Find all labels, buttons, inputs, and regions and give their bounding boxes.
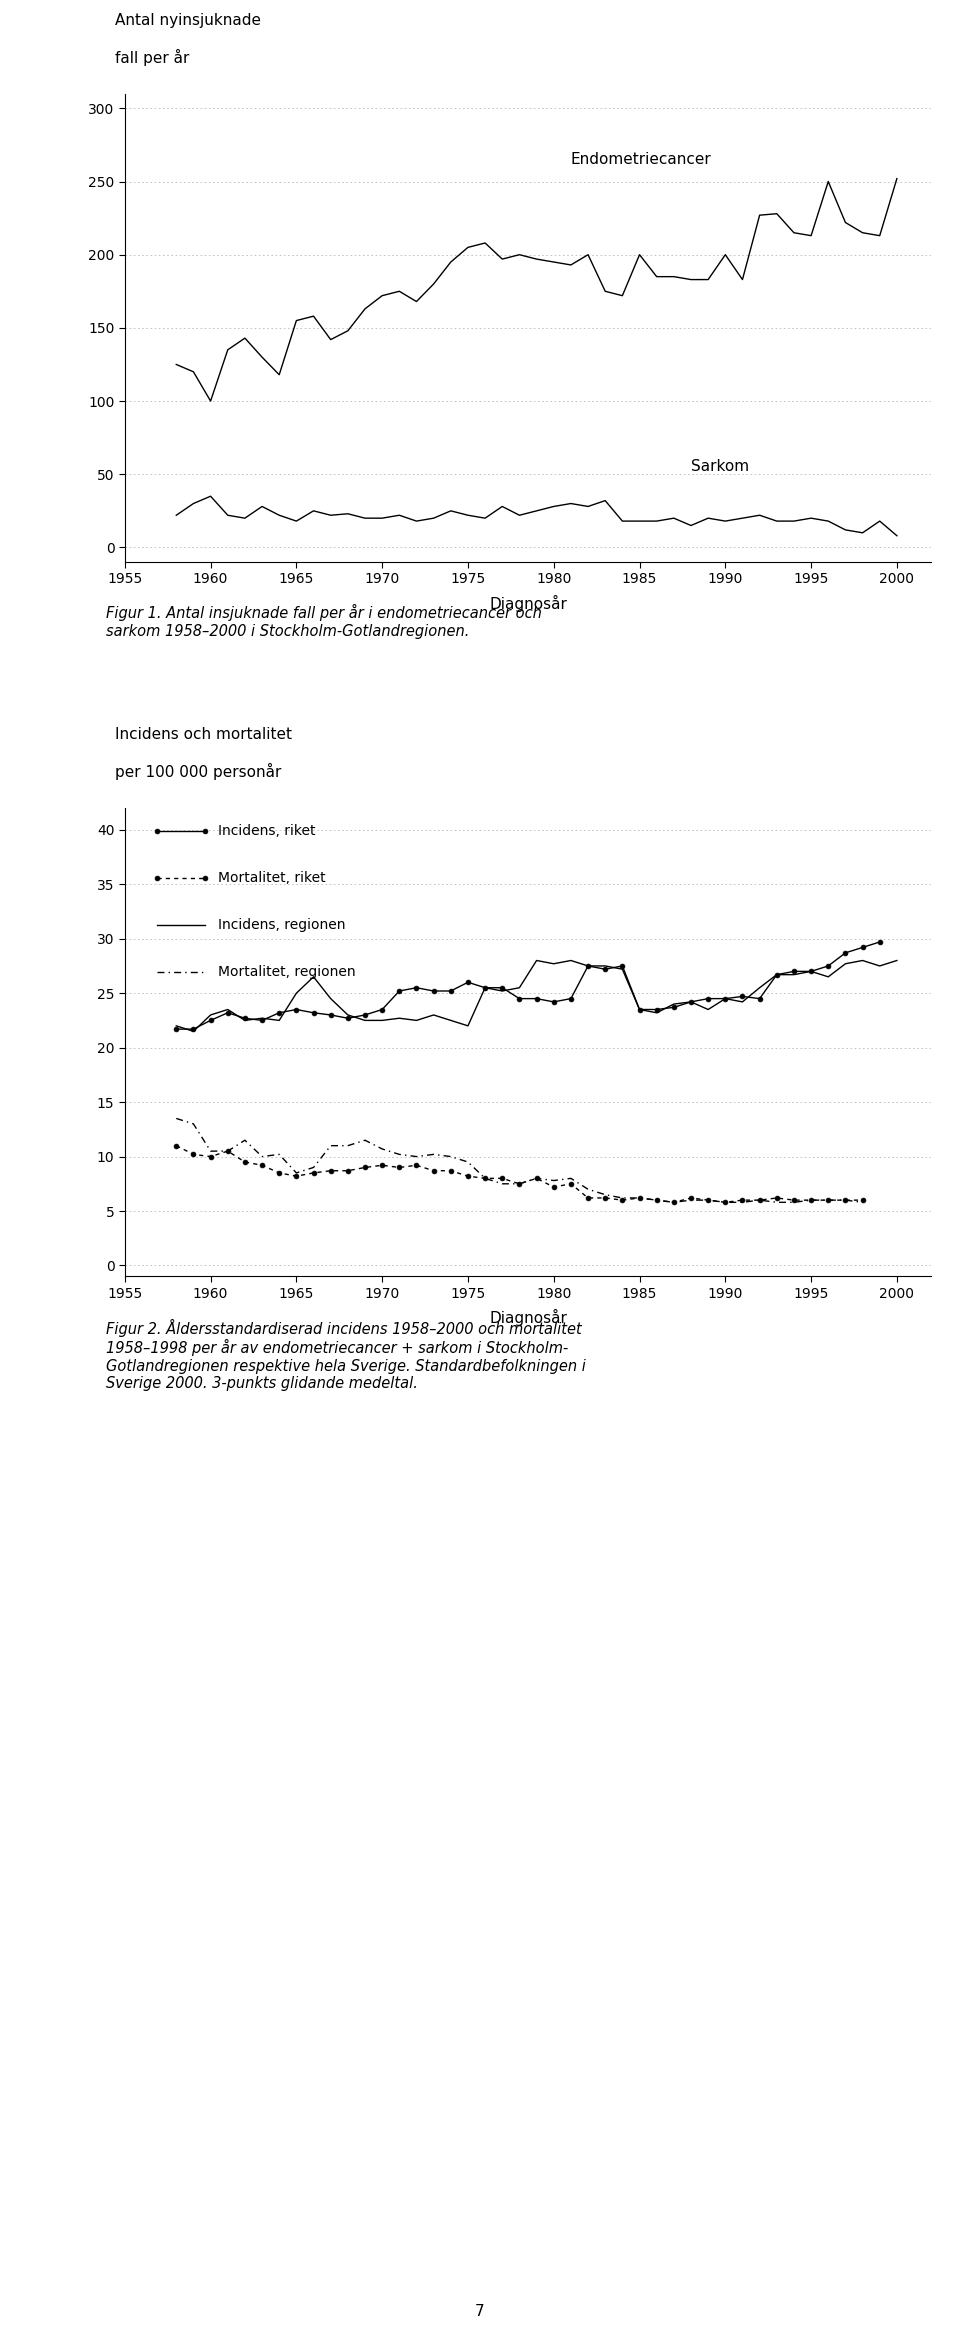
Text: Mortalitet, regionen: Mortalitet, regionen (218, 965, 355, 979)
X-axis label: Diagnosår: Diagnosår (489, 595, 567, 611)
Text: Incidens, riket: Incidens, riket (218, 824, 315, 838)
Text: Incidens och mortalitet: Incidens och mortalitet (115, 728, 292, 742)
Text: 7: 7 (475, 2305, 485, 2319)
Text: fall per år: fall per år (115, 49, 189, 66)
Text: Sarkom: Sarkom (691, 459, 749, 475)
Text: Mortalitet, riket: Mortalitet, riket (218, 871, 325, 885)
Text: Figur 2. Åldersstandardiserad incidens 1958–2000 och mortalitet
1958–1998 per år: Figur 2. Åldersstandardiserad incidens 1… (106, 1319, 586, 1391)
Text: per 100 000 personår: per 100 000 personår (115, 763, 281, 780)
Text: Endometriecancer: Endometriecancer (571, 152, 711, 166)
X-axis label: Diagnosår: Diagnosår (489, 1309, 567, 1326)
Text: Antal nyinsjuknade: Antal nyinsjuknade (115, 14, 261, 28)
Text: Figur 1. Antal insjuknade fall per år i endometriecancer och
sarkom 1958–2000 i : Figur 1. Antal insjuknade fall per år i … (106, 604, 541, 639)
Text: Incidens, regionen: Incidens, regionen (218, 918, 345, 932)
